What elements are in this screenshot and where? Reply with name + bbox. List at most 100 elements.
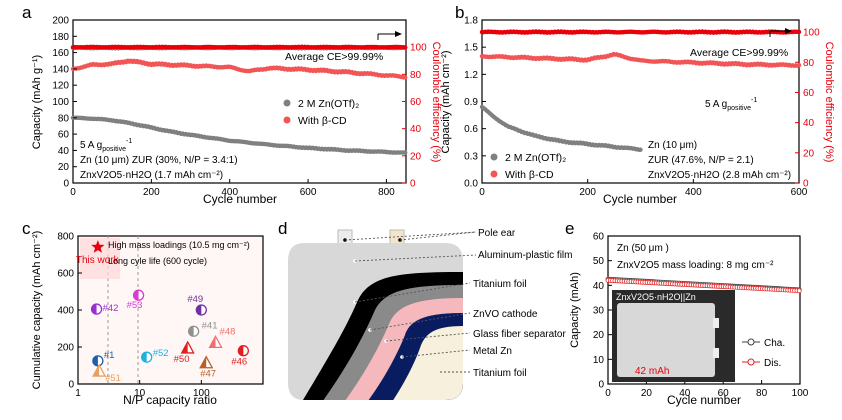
panel-label-b: b	[455, 3, 464, 22]
label-metal-zinc: Metal Zn	[473, 346, 512, 357]
data-point	[796, 288, 802, 294]
point-label: #52	[153, 348, 169, 359]
legend-marker-e-2	[747, 358, 755, 366]
y-ticks-b: 0.0 0.3 0.6 0.9 1.2 1.5 1.8	[464, 16, 486, 190]
panel-d: d Pole ear Alu	[278, 219, 572, 400]
panel-label-d: d	[278, 219, 287, 238]
y-ticks-a: 0 20 40 60 80 100 120 140 160 180 200	[52, 16, 77, 190]
label-titanium-foil-1: Titanium foil	[473, 279, 527, 290]
y-tick-label: 0.0	[464, 179, 478, 190]
point-label: #50	[174, 354, 190, 365]
y-tick-label: 600	[57, 269, 74, 280]
y-tick-label: 180	[52, 32, 69, 43]
mass-loading-note-e: ZnxV2O5 mass loading: 8 mg cm⁻²	[617, 260, 774, 271]
point-label: #53	[127, 300, 143, 311]
y-axis-label-a: Capacity (mAh g⁻¹)	[31, 55, 43, 149]
y-ticks-c: 0 200 400 600 800	[57, 232, 82, 391]
x-tick-label: 0	[479, 187, 485, 198]
y-tick-label: 40	[58, 146, 70, 157]
legend-text-a-2: With β-CD	[298, 115, 347, 127]
y2-axis-label-a: Coulombic efficiency (%)	[430, 42, 442, 163]
zur-note-b: ZUR (47.6%, N/P = 2.1)	[648, 155, 754, 166]
cathode-note-a: ZnxV2O5·nH2O (1.7 mAh cm⁻²)	[80, 170, 223, 181]
data-point	[403, 75, 408, 80]
y-tick-label: 60	[58, 130, 70, 141]
y2-axis-label-b: Coulombic efficiency (%)	[823, 42, 835, 163]
y2-ticks-b: 0 20 40 60 80 100	[795, 28, 820, 190]
point-marker-triangle-fill	[200, 356, 207, 368]
points-group-c: This work #42 #53 #49 #41#48 #1 #51 #52 #50 #47 #4…	[76, 240, 249, 384]
x-ticks-a: 0 200 400 600 800	[70, 179, 395, 198]
y-tick-label: 140	[52, 64, 69, 75]
x-axis-label-a: Cycle number	[203, 192, 277, 206]
x-tick-label: 600	[791, 187, 808, 198]
point-label: #42	[103, 303, 119, 314]
series-1	[479, 51, 802, 69]
legend-text-a-1: 2 M Zn(OTf)₂	[298, 98, 359, 110]
legend-text-e-1: Cha.	[764, 338, 785, 349]
label-aluminum-plastic-film: Aluminum-plastic film	[478, 250, 572, 261]
series-group-a	[70, 44, 408, 155]
layer-titanium-foil-bottom	[390, 326, 463, 400]
y2-tick-label: 20	[410, 151, 422, 162]
point-label: #46	[231, 357, 247, 368]
point-label: #47	[200, 369, 216, 380]
y2-tick-label: 60	[410, 97, 422, 108]
photo-capacity-label: 42 mAh	[635, 366, 669, 377]
y2-tick-label: 40	[803, 118, 815, 129]
series-group-b	[479, 29, 802, 152]
panel-label-e: e	[565, 219, 574, 238]
y2-tick-label: 80	[803, 58, 815, 69]
panel-c: c 1 10 100 0 200 400 600 800 This work #42 #53 #4…	[22, 219, 264, 407]
data-point	[796, 63, 802, 68]
rate-note-b: 5 A gpositive-1	[705, 97, 757, 112]
x-tick-label: 200	[579, 187, 596, 198]
y-tick-label: 100	[52, 97, 69, 108]
y-tick-label: 20	[593, 330, 605, 341]
y2-tick-label: 100	[803, 28, 820, 39]
x-tick-label: 400	[685, 187, 702, 198]
point-label: #49	[187, 294, 203, 305]
series-3	[70, 44, 408, 50]
y-tick-label: 1.5	[464, 43, 478, 54]
y2-tick-label: 0	[803, 179, 809, 190]
y-axis-label-e: Capacity (mAh)	[569, 272, 581, 348]
panel-b: b 0 200 400 600 0.0 0.3 0.6 0.9 1.2 1.5 1.8 0 20 40…	[440, 3, 835, 206]
y-tick-label: 120	[52, 81, 69, 92]
label-pole-ear: Pole ear	[478, 228, 516, 239]
data-point	[403, 150, 408, 155]
y-tick-label: 1.2	[464, 70, 478, 81]
anode-note-a: Zn (10 μm) ZUR (30%, N/P = 3.4:1)	[80, 155, 238, 166]
y-tick-label: 30	[593, 306, 605, 317]
y-tick-label: 0	[63, 179, 69, 190]
y-tick-label: 20	[58, 162, 70, 173]
point-label: #51	[105, 373, 121, 384]
x-tick-label: 10	[134, 388, 146, 399]
legend-text-b-2: With β-CD	[505, 169, 554, 181]
point-label: #1	[104, 350, 115, 361]
point-marker-circle-fill	[141, 352, 147, 363]
data-point	[638, 147, 643, 152]
y2-tick-label: 60	[803, 88, 815, 99]
series-0	[479, 104, 643, 152]
y-tick-label: 0.9	[464, 97, 478, 108]
legend-marker-a-2	[283, 116, 291, 124]
rate-note-a: 5 A gpositive-1	[80, 138, 132, 153]
panel-e: e 0 20 40 60 80 100 0 10 20 30 40 50 60 Zn (50 μm )…	[565, 219, 809, 407]
x-tick-label: 200	[143, 187, 160, 198]
x-tick-label: 80	[756, 388, 768, 399]
legend-text-e-2: Dis.	[764, 358, 781, 369]
x-tick-label: 0	[605, 388, 611, 399]
label-glass-fiber-separator: Glass fiber separator	[473, 329, 566, 340]
y-tick-label: 200	[57, 343, 74, 354]
x-tick-label: 40	[679, 388, 691, 399]
point-marker-triangle-fill	[181, 341, 188, 353]
label-znvo-cathode: ZnVO cathode	[473, 309, 538, 320]
x-tick-label: 600	[300, 187, 317, 198]
series-2	[479, 29, 802, 35]
y-tick-label: 200	[52, 16, 69, 27]
y-tick-label: 800	[57, 232, 74, 243]
arrow-b-head	[785, 28, 792, 34]
x-tick-label: 1	[75, 388, 81, 399]
y-axis-label-b: Capacity (mAh cm⁻²)	[440, 51, 452, 154]
